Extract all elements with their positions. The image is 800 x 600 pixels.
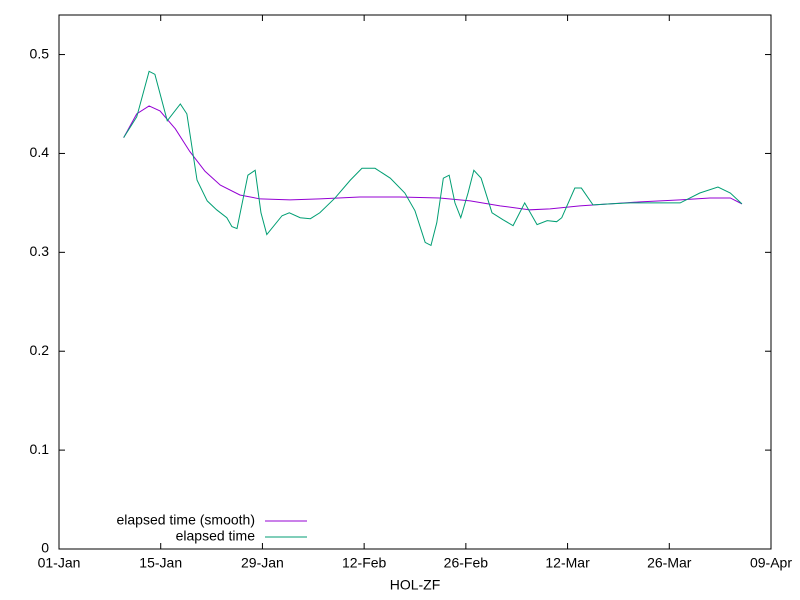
y-tick-label: 0.4 (30, 144, 50, 160)
plot-frame (58, 14, 772, 550)
y-tick-label: 0.3 (30, 243, 50, 259)
x-tick-label: 01-Jan (38, 555, 81, 571)
series-line (123, 70, 743, 247)
x-tick-label: 09-Apr (750, 555, 792, 571)
x-axis-label: HOL-ZF (390, 577, 441, 593)
x-tick-label: 29-Jan (241, 555, 284, 571)
x-tick-label: 15-Jan (139, 555, 182, 571)
legend-label: elapsed time (176, 528, 256, 544)
legend-label: elapsed time (smooth) (116, 512, 255, 528)
y-tick-label: 0.2 (30, 342, 50, 358)
y-tick-label: 0.5 (30, 45, 50, 61)
x-tick-label: 26-Mar (647, 555, 692, 571)
y-tick-label: 0 (41, 540, 49, 556)
series-line (123, 105, 743, 211)
x-tick-label: 26-Feb (444, 555, 489, 571)
x-tick-label: 12-Feb (342, 555, 387, 571)
y-tick-label: 0.1 (30, 441, 50, 457)
x-tick-label: 12-Mar (545, 555, 590, 571)
